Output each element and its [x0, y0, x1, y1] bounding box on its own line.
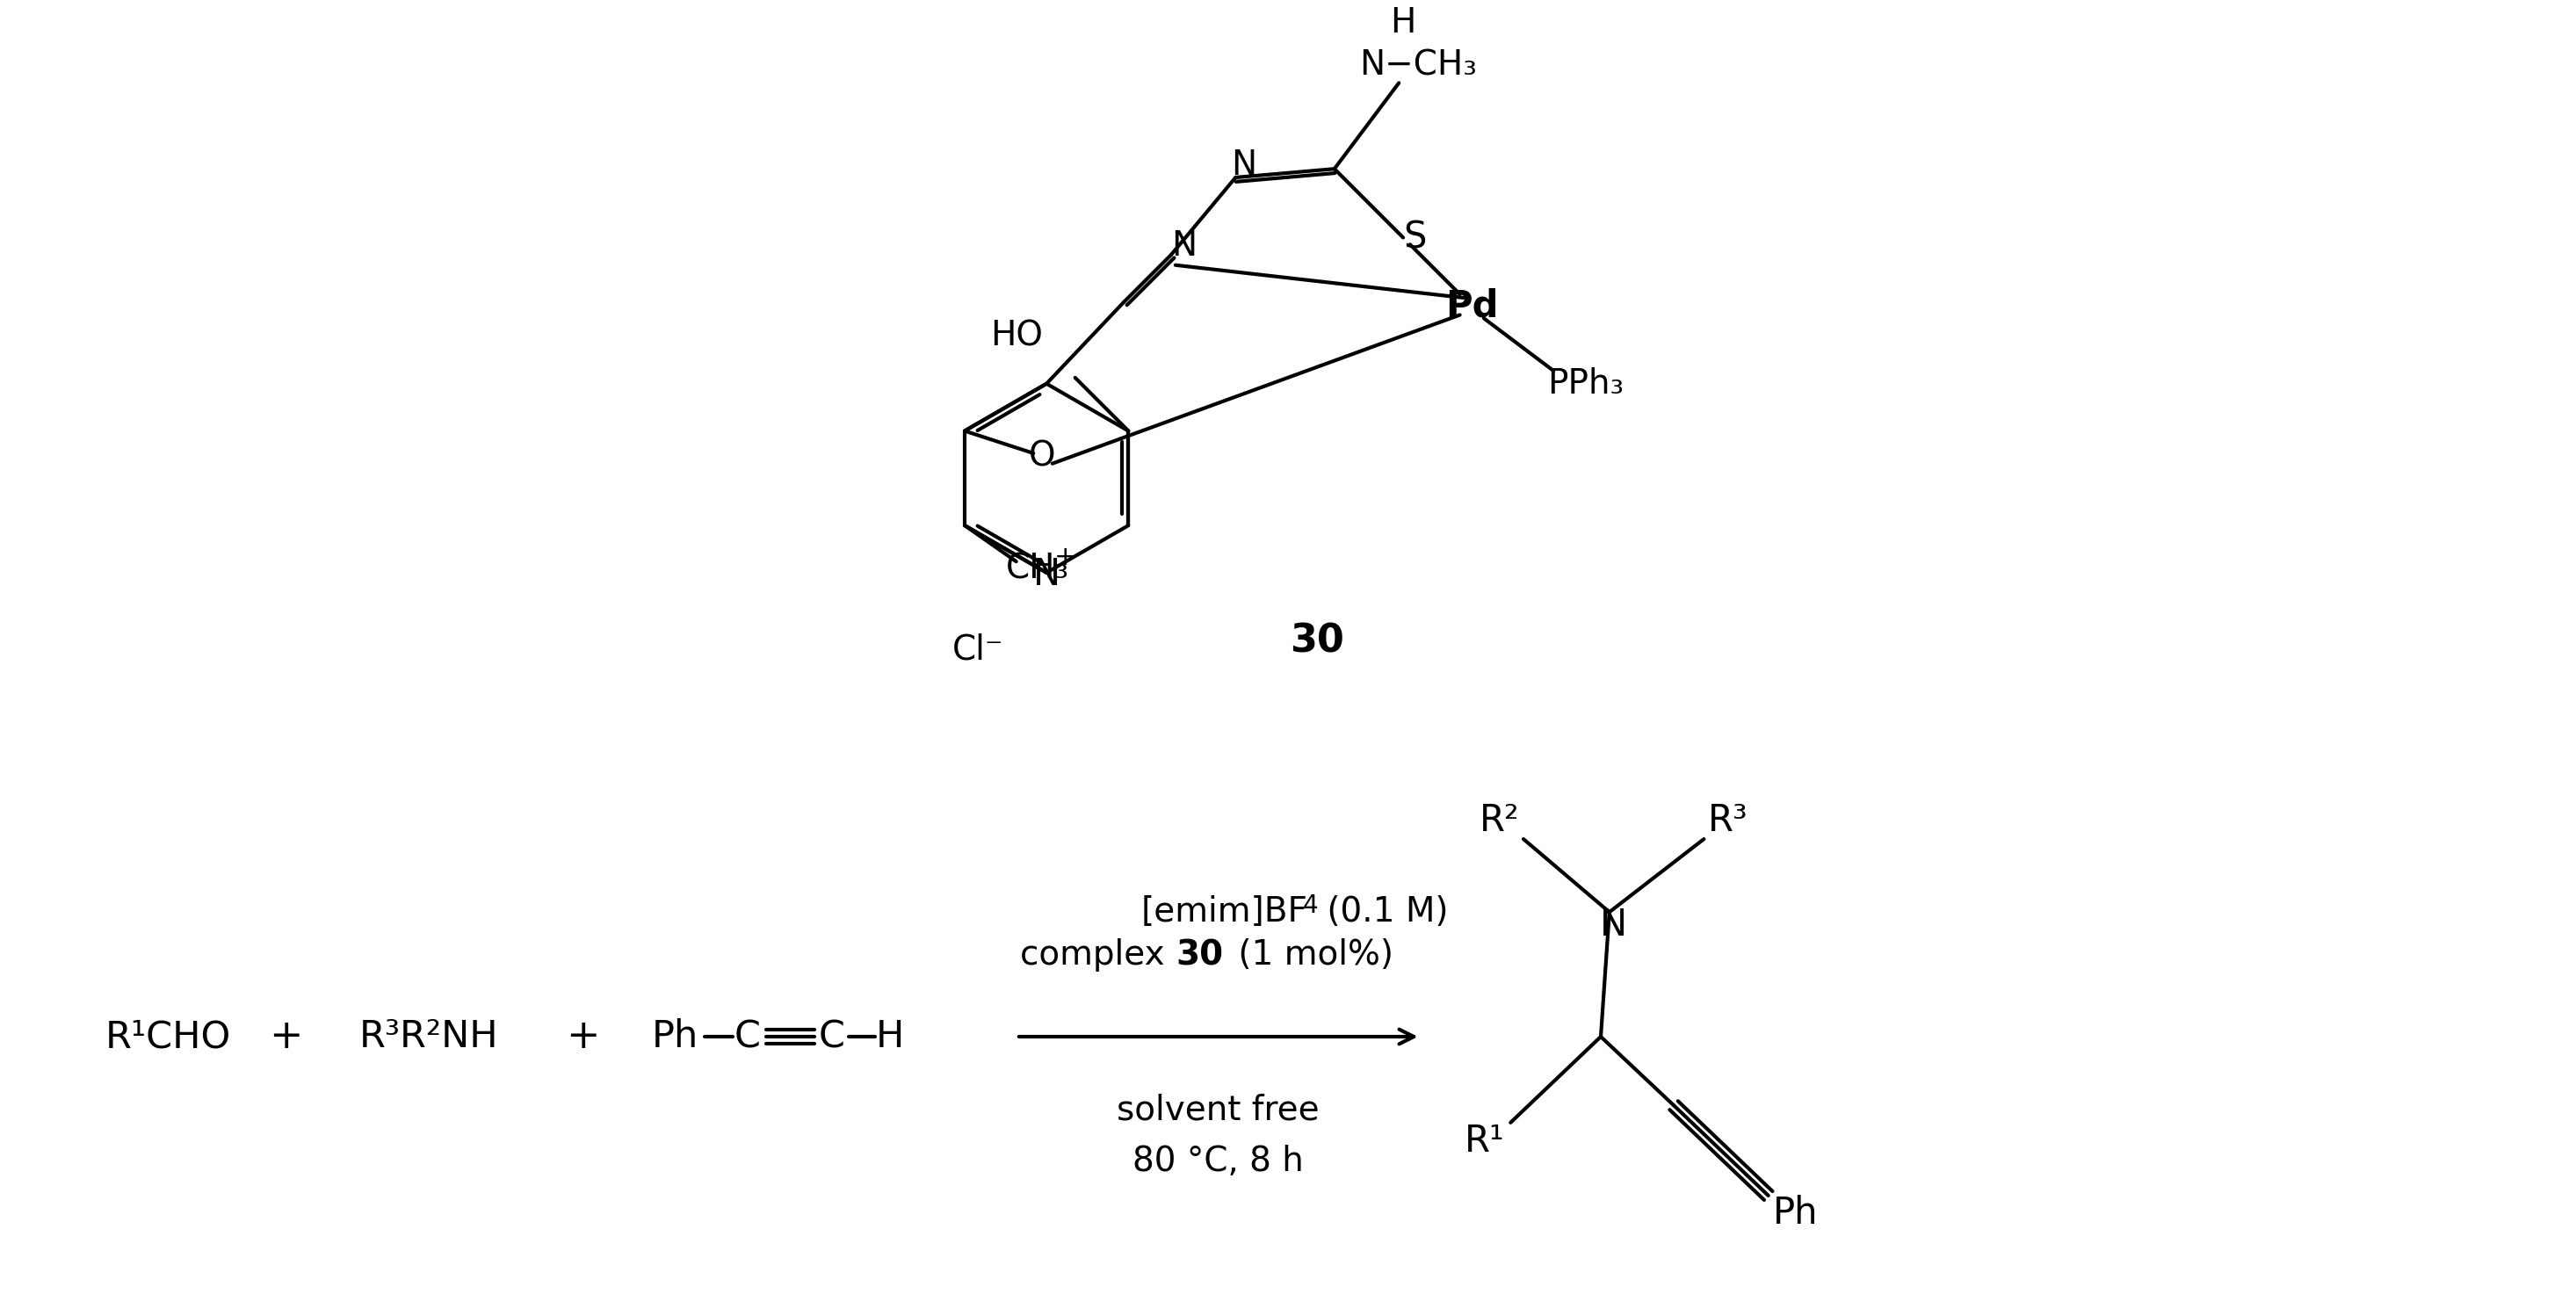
Text: C: C [734, 1019, 760, 1055]
Text: CH₃: CH₃ [1007, 551, 1069, 586]
Text: N: N [1231, 149, 1257, 182]
Text: PPh₃: PPh₃ [1548, 367, 1623, 400]
Text: 4: 4 [1303, 894, 1319, 919]
Text: N: N [1172, 229, 1198, 263]
Text: 80 °C, 8 h: 80 °C, 8 h [1133, 1145, 1303, 1178]
Text: 30: 30 [1175, 938, 1224, 971]
Text: R²: R² [1479, 801, 1520, 838]
Text: [emim]BF: [emim]BF [1141, 895, 1309, 929]
Text: Cl⁻: Cl⁻ [953, 633, 1005, 667]
Text: S: S [1404, 220, 1427, 257]
Text: N: N [1600, 907, 1628, 944]
Text: H: H [1391, 7, 1417, 39]
Text: Ph: Ph [652, 1019, 698, 1055]
Text: Pd: Pd [1445, 288, 1499, 325]
Text: (0.1 M): (0.1 M) [1316, 895, 1448, 929]
Text: N: N [1033, 555, 1061, 594]
Text: +: + [1054, 545, 1077, 570]
Text: C: C [819, 1019, 845, 1055]
Text: Ph: Ph [1772, 1195, 1819, 1232]
Text: 30: 30 [1291, 622, 1345, 661]
Text: R³: R³ [1708, 801, 1749, 838]
Text: +: + [268, 1017, 304, 1057]
Text: +: + [567, 1017, 600, 1057]
Text: R¹: R¹ [1466, 1123, 1504, 1159]
Text: H: H [876, 1019, 904, 1055]
Text: R¹CHO: R¹CHO [106, 1019, 232, 1055]
Text: (1 mol%): (1 mol%) [1226, 938, 1394, 971]
Text: N−CH₃: N−CH₃ [1360, 49, 1476, 83]
Text: solvent free: solvent free [1118, 1094, 1319, 1126]
Text: complex: complex [1020, 938, 1175, 971]
Text: R³R²NH: R³R²NH [358, 1019, 500, 1055]
Text: HO: HO [989, 320, 1043, 353]
Text: O: O [1028, 440, 1056, 474]
